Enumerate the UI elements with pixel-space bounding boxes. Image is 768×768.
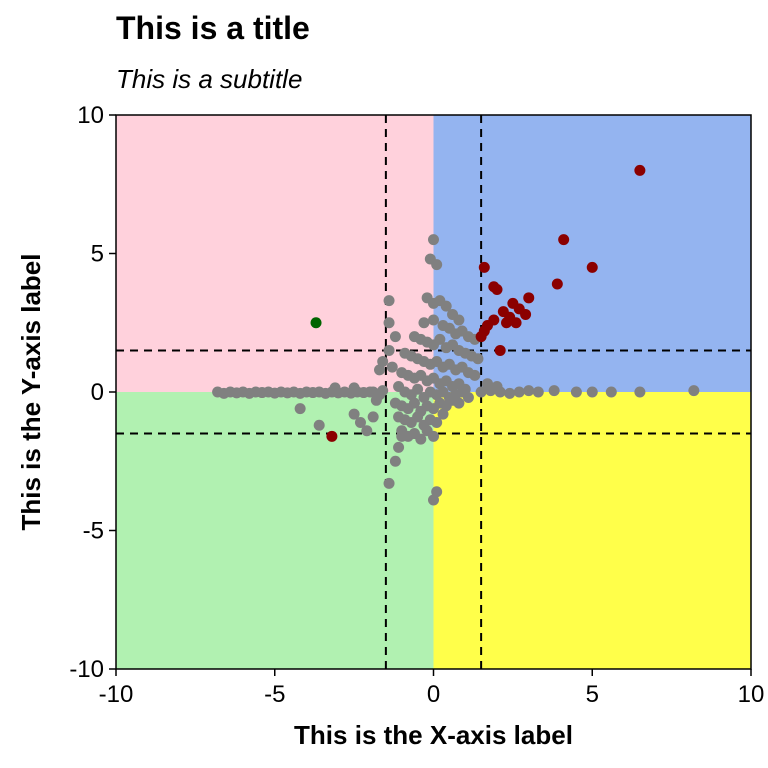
data-point (294, 403, 306, 415)
data-point (386, 361, 398, 373)
data-point (475, 331, 487, 343)
data-point (488, 281, 500, 293)
data-point (605, 386, 617, 398)
data-point (634, 386, 646, 398)
data-point (431, 486, 443, 498)
axes: -10 -5 0 5 10 -10 -5 0 5 10 (69, 102, 764, 708)
data-point (415, 433, 427, 445)
data-point (551, 278, 563, 290)
data-point (494, 344, 506, 356)
data-point (348, 382, 360, 394)
data-point (348, 408, 360, 420)
data-point (520, 308, 532, 320)
data-point (532, 386, 544, 398)
data-point (688, 385, 700, 397)
chart-title: This is a title (116, 10, 310, 46)
data-point (491, 380, 503, 392)
quadrant-2 (433, 115, 751, 392)
data-point (634, 164, 646, 176)
reference-lines (116, 115, 751, 669)
data-point (431, 259, 443, 271)
data-point (313, 419, 325, 431)
data-point (383, 344, 395, 356)
data-point (469, 369, 481, 381)
data-point (570, 386, 582, 398)
x-tick-label: 10 (738, 681, 765, 708)
x-tick-label: 0 (427, 681, 440, 708)
data-point (354, 416, 366, 428)
data-point (374, 364, 386, 376)
data-point (475, 386, 487, 398)
data-point (434, 333, 446, 345)
data-point (310, 317, 322, 329)
data-point (558, 234, 570, 246)
data-point (383, 477, 395, 489)
data-point (377, 356, 389, 368)
data-point (329, 382, 341, 394)
data-point (393, 441, 405, 453)
data-point (383, 295, 395, 307)
data-point (428, 430, 439, 442)
y-tick-label: 0 (91, 379, 104, 406)
data-point (453, 314, 465, 326)
data-point (481, 378, 493, 390)
data-point (462, 392, 474, 404)
data-point (370, 394, 382, 406)
data-point (428, 494, 439, 506)
y-tick-label: -10 (69, 656, 104, 683)
data-point (389, 455, 401, 467)
data-point (548, 385, 560, 397)
chart-subtitle: This is a subtitle (116, 64, 303, 94)
data-point (408, 397, 420, 409)
quadrant-3 (116, 392, 434, 669)
data-point (453, 397, 465, 409)
data-point (383, 317, 395, 329)
y-tick-label: 5 (91, 241, 104, 268)
x-axis-label: This is the X-axis label (294, 720, 573, 750)
data-point (428, 314, 439, 326)
data-point (428, 234, 439, 246)
x-tick-label: -5 (264, 681, 285, 708)
data-point (389, 331, 401, 343)
data-point (418, 317, 430, 329)
data-point (523, 385, 535, 397)
data-point (510, 317, 522, 329)
data-point (437, 408, 449, 420)
data-point (472, 353, 484, 365)
data-point (412, 411, 424, 423)
data-point (412, 383, 424, 395)
data-point (501, 317, 513, 329)
data-point (377, 385, 389, 397)
data-point (523, 292, 535, 304)
x-tick-label: 5 (586, 681, 599, 708)
data-point (440, 300, 452, 312)
data-point (478, 261, 490, 273)
quadrant-1 (116, 115, 434, 392)
quadrant-backgrounds (116, 115, 751, 669)
x-tick-label: -10 (99, 681, 134, 708)
data-point (586, 261, 598, 273)
data-points (212, 164, 700, 506)
y-tick-label: -5 (83, 518, 104, 545)
data-point (504, 387, 516, 399)
data-point (326, 430, 338, 442)
data-point (586, 386, 598, 398)
y-axis-label: This is the Y-axis label (16, 254, 46, 531)
quadrant-4 (433, 392, 751, 669)
y-tick-label: 10 (77, 102, 104, 129)
data-point (361, 425, 373, 437)
data-point (431, 416, 443, 428)
data-point (513, 386, 525, 398)
data-point (367, 411, 379, 423)
